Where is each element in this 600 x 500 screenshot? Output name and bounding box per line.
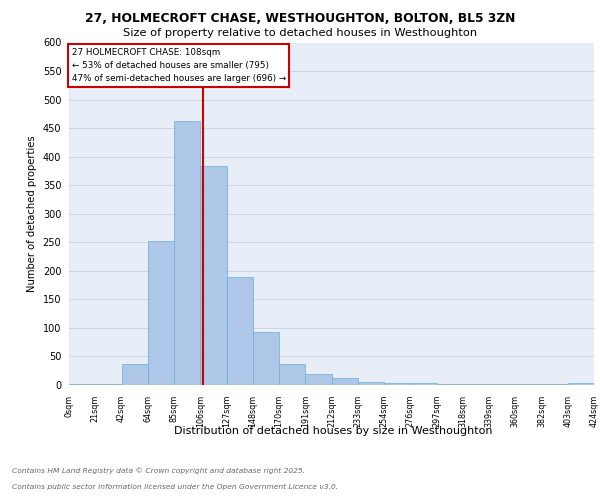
- Bar: [121, 364, 148, 385]
- Text: Size of property relative to detached houses in Westhoughton: Size of property relative to detached ho…: [123, 28, 477, 38]
- Bar: [305, 374, 331, 385]
- Bar: [253, 332, 279, 385]
- Bar: [227, 276, 253, 385]
- Bar: [410, 382, 437, 385]
- Bar: [489, 384, 515, 385]
- Bar: [384, 382, 410, 385]
- Bar: [542, 384, 568, 385]
- Bar: [331, 378, 358, 385]
- Bar: [69, 384, 95, 385]
- Y-axis label: Number of detached properties: Number of detached properties: [27, 136, 37, 292]
- Bar: [148, 240, 174, 385]
- Bar: [279, 364, 305, 385]
- Text: 27, HOLMECROFT CHASE, WESTHOUGHTON, BOLTON, BL5 3ZN: 27, HOLMECROFT CHASE, WESTHOUGHTON, BOLT…: [85, 12, 515, 26]
- Bar: [200, 166, 227, 385]
- Bar: [515, 384, 542, 385]
- Bar: [95, 384, 121, 385]
- Bar: [174, 120, 200, 385]
- Text: Contains HM Land Registry data © Crown copyright and database right 2025.: Contains HM Land Registry data © Crown c…: [12, 467, 305, 473]
- Bar: [437, 384, 463, 385]
- Text: Distribution of detached houses by size in Westhoughton: Distribution of detached houses by size …: [174, 426, 492, 436]
- Bar: [463, 384, 489, 385]
- Text: Contains public sector information licensed under the Open Government Licence v3: Contains public sector information licen…: [12, 484, 338, 490]
- Bar: [568, 382, 594, 385]
- Bar: [358, 382, 384, 385]
- Text: 27 HOLMECROFT CHASE: 108sqm
← 53% of detached houses are smaller (795)
47% of se: 27 HOLMECROFT CHASE: 108sqm ← 53% of det…: [71, 48, 286, 83]
